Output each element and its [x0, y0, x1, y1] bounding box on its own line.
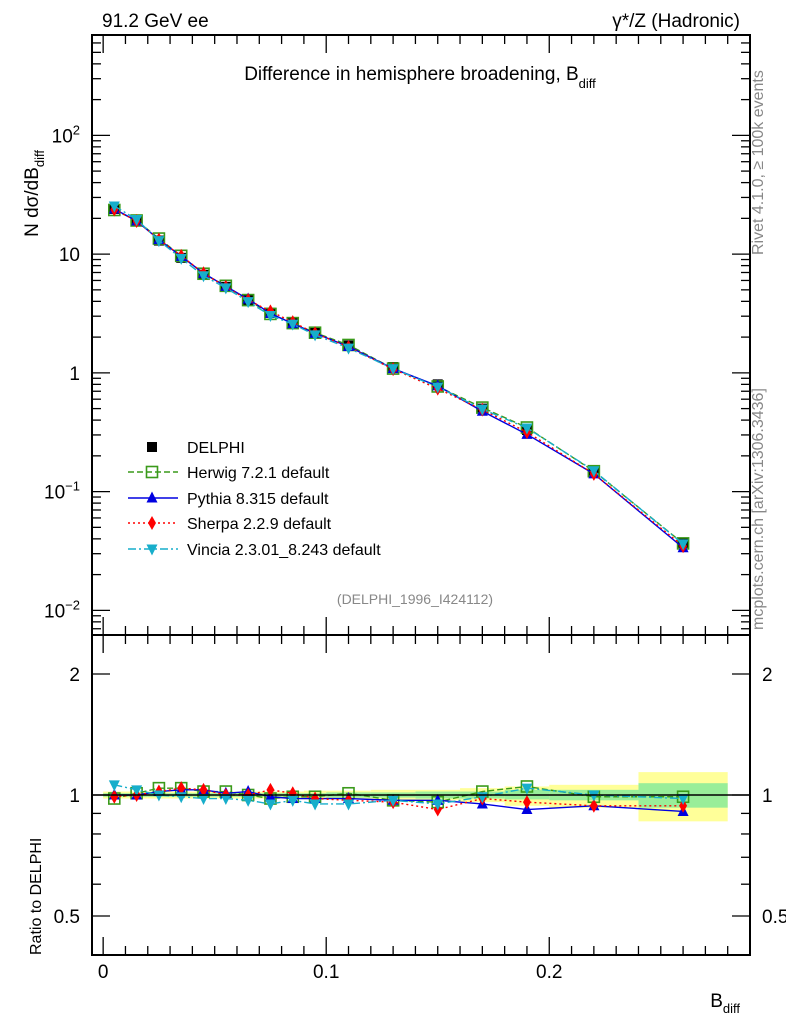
main-point-vincia: [198, 271, 210, 283]
y-tick-label-base: 10: [44, 601, 65, 622]
legend-label-sherpa: Sherpa 2.2.9 default: [187, 516, 332, 533]
legend-marker-vincia: [146, 544, 158, 556]
ratio-point-vincia: [220, 794, 232, 806]
y-tick-label-exponent: −2: [65, 597, 80, 612]
y-tick-label-exponent: 2: [73, 122, 80, 137]
x-tick-label: 0.2: [536, 962, 562, 983]
ratio-y-tick-label: 2: [69, 665, 80, 686]
y-tick-label: 102: [52, 122, 80, 147]
ratio-point-vincia: [153, 790, 165, 802]
plot-title: Difference in hemisphere broadening, Bdi…: [244, 64, 596, 91]
legend-marker-herwig: [145, 465, 159, 479]
ratio-point-vincia: [432, 799, 444, 811]
x-tick-label: 0: [98, 962, 109, 983]
plot-title-text: Difference in hemisphere broadening, B: [244, 64, 578, 85]
main-point-vincia: [153, 236, 165, 248]
main-point-vincia: [387, 364, 399, 376]
main-point-vincia: [264, 311, 276, 323]
energy-label: 91.2 GeV ee: [102, 11, 209, 32]
main-point-vincia: [521, 423, 533, 435]
ratio-point-vincia: [264, 799, 276, 811]
ratio-point-sherpa: [199, 782, 208, 797]
main-point-vincia: [588, 466, 600, 478]
ratio-point-vincia: [677, 794, 689, 806]
ratio-point-vincia: [198, 794, 210, 806]
ratio-point-sherpa: [589, 798, 598, 813]
y-tick-label-base: 10: [52, 126, 73, 147]
ratio-y-tick-label: 1: [69, 786, 80, 807]
legend-marker-pythia: [146, 491, 158, 503]
y-tick-label-base: 1: [69, 364, 80, 385]
ratio-point-sherpa: [679, 798, 688, 813]
legend-label-herwig: Herwig 7.2.1 default: [187, 465, 330, 482]
ratio-y-tick-label-right: 2: [762, 665, 773, 686]
ratio-point-sherpa: [110, 789, 119, 804]
y-axis-label-sub: diff: [32, 150, 47, 167]
y-tick-label: 10−2: [44, 597, 80, 622]
main-point-vincia: [343, 343, 355, 355]
ratio-point-vincia: [387, 795, 399, 807]
series-curves: [108, 201, 690, 817]
ratio-y-tick-label: 0.5: [54, 907, 80, 928]
main-point-vincia: [309, 330, 321, 342]
legend-label-delphi: DELPHI: [187, 440, 245, 457]
plot-title-sub: diff: [579, 76, 596, 91]
y-tick-label: 10: [59, 245, 80, 266]
legend-marker-delphi: [147, 442, 157, 452]
y-tick-label: 1: [69, 364, 80, 385]
y-tick-label-base: 10: [44, 483, 65, 504]
main-point-vincia: [287, 319, 299, 331]
x-axis-label-sub: diff: [723, 1001, 740, 1016]
y-tick-label-exponent: −1: [65, 479, 80, 494]
x-axis-label: Bdiff: [710, 991, 740, 1016]
ratio-y-tick-label-right: 0.5: [762, 907, 786, 928]
analysis-id-label: (DELPHI_1996_I424112): [337, 591, 493, 607]
ratio-point-sherpa: [522, 795, 531, 810]
ratio-point-vincia: [287, 795, 299, 807]
main-point-vincia: [108, 201, 120, 213]
y-axis-label: N dσ/dBdiff: [22, 150, 47, 237]
ratio-point-vincia: [242, 795, 254, 807]
rivet-version-label: Rivet 4.1.0, ≥ 100k events: [750, 70, 767, 255]
ratio-point-vincia: [108, 780, 120, 792]
ratio-point-sherpa: [177, 781, 186, 796]
mcplots-label: mcplots.cern.ch [arXiv:1306.3436]: [750, 388, 767, 630]
main-point-vincia: [131, 214, 143, 226]
ratio-point-vincia: [131, 785, 143, 797]
main-point-vincia: [677, 539, 689, 551]
legend-marker-sherpa: [148, 516, 156, 530]
ratio-point-vincia: [588, 790, 600, 802]
ratio-y-label: Ratio to DELPHI: [28, 838, 45, 955]
x-axis-label-text: B: [710, 991, 723, 1012]
main-point-vincia: [220, 283, 232, 295]
main-point-vincia: [242, 297, 254, 309]
legend: DELPHI Herwig 7.2.1 default Pythia 8.315 d…: [128, 440, 381, 559]
y-tick-label: 10−1: [44, 479, 80, 504]
ratio-point-sherpa: [266, 782, 275, 797]
ratio-point-vincia: [521, 783, 533, 795]
y-tick-label-base: 10: [59, 245, 80, 266]
process-label: γ*/Z (Hadronic): [612, 11, 740, 32]
ratio-point-vincia: [309, 799, 321, 811]
main-point-vincia: [432, 382, 444, 394]
ratio-y-tick-label-right: 1: [762, 786, 773, 807]
main-point-vincia: [175, 253, 187, 265]
legend-label-vincia: Vincia 2.3.01_8.243 default: [187, 542, 381, 559]
ratio-point-vincia: [343, 799, 355, 811]
y-axis-label-text: N dσ/dB: [22, 167, 43, 237]
legend-label-pythia: Pythia 8.315 default: [187, 491, 329, 508]
x-tick-label: 0.1: [313, 962, 339, 983]
main-point-vincia: [476, 404, 488, 416]
